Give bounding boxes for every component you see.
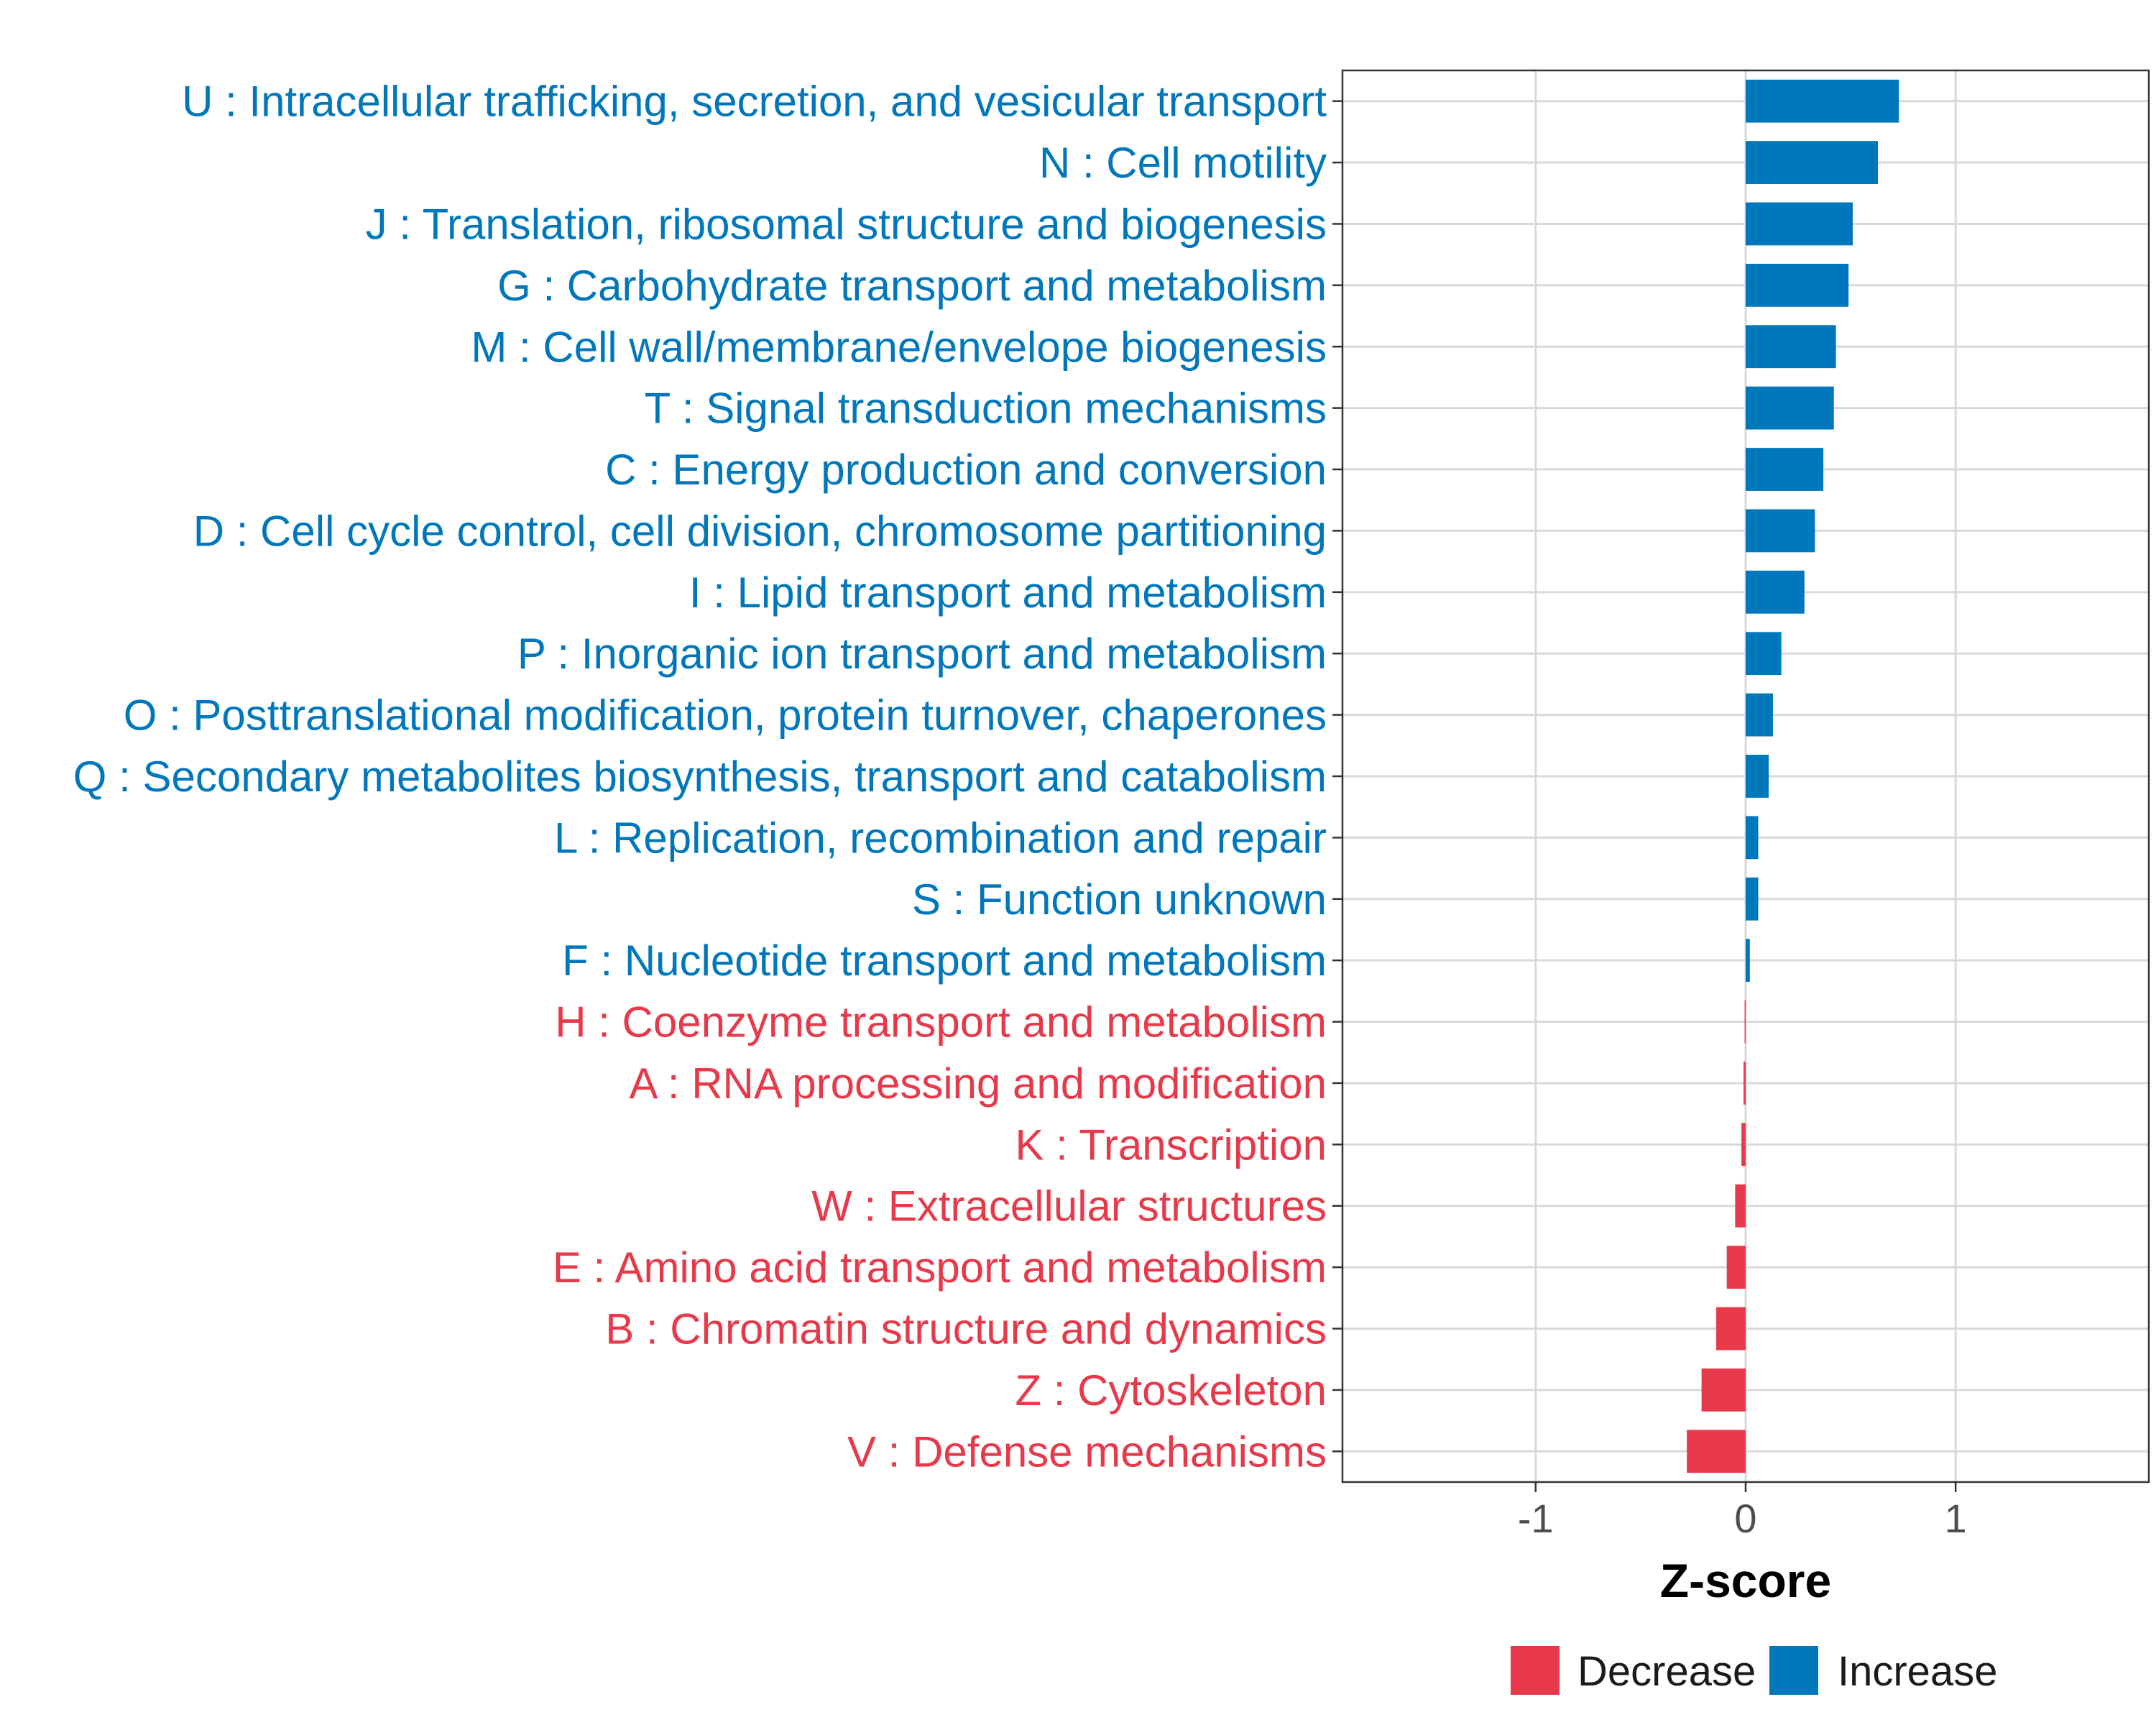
bar bbox=[1746, 325, 1836, 369]
y-tick-label: P : Inorganic ion transport and metaboli… bbox=[517, 630, 1327, 678]
bar bbox=[1746, 509, 1815, 553]
bar bbox=[1746, 570, 1805, 614]
legend-label: Increase bbox=[1838, 1648, 1997, 1695]
bar bbox=[1716, 1307, 1746, 1351]
bar bbox=[1687, 1430, 1746, 1473]
bar bbox=[1746, 755, 1769, 798]
y-tick-label: S : Function unknown bbox=[912, 875, 1327, 924]
x-axis-ticks: -1 0 1 bbox=[1518, 1482, 1967, 1541]
bar bbox=[1746, 202, 1853, 246]
y-tick-label: E : Amino acid transport and metabolism bbox=[553, 1243, 1327, 1292]
y-tick-label: J : Translation, ribosomal structure and… bbox=[366, 200, 1327, 248]
bar bbox=[1746, 877, 1759, 921]
y-tick-label: M : Cell wall/membrane/envelope biogenes… bbox=[471, 323, 1327, 371]
bar bbox=[1743, 1062, 1746, 1105]
bar bbox=[1741, 1123, 1746, 1167]
y-tick-label: L : Replication, recombination and repai… bbox=[554, 814, 1327, 862]
y-axis-ticks: U : Intracellular trafficking, secretion… bbox=[73, 78, 1342, 1476]
y-tick-label: U : Intracellular trafficking, secretion… bbox=[182, 78, 1327, 126]
bar bbox=[1701, 1368, 1746, 1412]
y-tick-label: C : Energy production and conversion bbox=[605, 446, 1327, 494]
bar bbox=[1746, 386, 1834, 430]
bar bbox=[1746, 816, 1759, 860]
y-tick-label: Q : Secondary metabolites biosynthesis, … bbox=[73, 753, 1327, 801]
y-tick-label: G : Carbohydrate transport and metabolis… bbox=[497, 262, 1327, 310]
y-tick-label: K : Transcription bbox=[1015, 1121, 1327, 1169]
y-tick-label: N : Cell motility bbox=[1039, 139, 1327, 187]
y-tick-label: O : Posttranslational modification, prot… bbox=[124, 691, 1327, 740]
x-tick-label: 1 bbox=[1945, 1496, 1967, 1541]
bar bbox=[1746, 693, 1773, 737]
y-tick-label: F : Nucleotide transport and metabolism bbox=[562, 937, 1327, 985]
y-tick-label: A : RNA processing and modification bbox=[629, 1059, 1327, 1108]
bars bbox=[1687, 79, 1899, 1473]
x-axis-title: Z-score bbox=[1660, 1554, 1831, 1607]
bar bbox=[1746, 263, 1849, 307]
bar bbox=[1735, 1184, 1746, 1228]
legend-swatch bbox=[1511, 1646, 1560, 1695]
bar bbox=[1746, 632, 1782, 676]
legend-swatch bbox=[1769, 1646, 1818, 1695]
x-tick-label: 0 bbox=[1734, 1496, 1756, 1541]
bar bbox=[1746, 448, 1824, 491]
bar bbox=[1726, 1246, 1746, 1289]
x-tick-label: -1 bbox=[1518, 1496, 1554, 1541]
bar bbox=[1744, 1000, 1746, 1044]
bar bbox=[1746, 939, 1750, 983]
y-tick-label: T : Signal transduction mechanisms bbox=[645, 385, 1327, 433]
y-tick-label: D : Cell cycle control, cell division, c… bbox=[193, 507, 1327, 555]
y-tick-label: B : Chromatin structure and dynamics bbox=[605, 1305, 1327, 1353]
y-tick-label: V : Defense mechanisms bbox=[847, 1427, 1327, 1476]
y-tick-label: I : Lipid transport and metabolism bbox=[689, 569, 1327, 617]
bar bbox=[1746, 141, 1879, 184]
legend: Decrease Increase bbox=[1511, 1646, 1997, 1695]
legend-label: Decrease bbox=[1577, 1648, 1756, 1695]
bar bbox=[1746, 79, 1899, 123]
y-tick-label: W : Extracellular structures bbox=[811, 1182, 1327, 1230]
y-tick-label: H : Coenzyme transport and metabolism bbox=[555, 998, 1327, 1046]
y-tick-label: Z : Cytoskeleton bbox=[1015, 1366, 1327, 1414]
